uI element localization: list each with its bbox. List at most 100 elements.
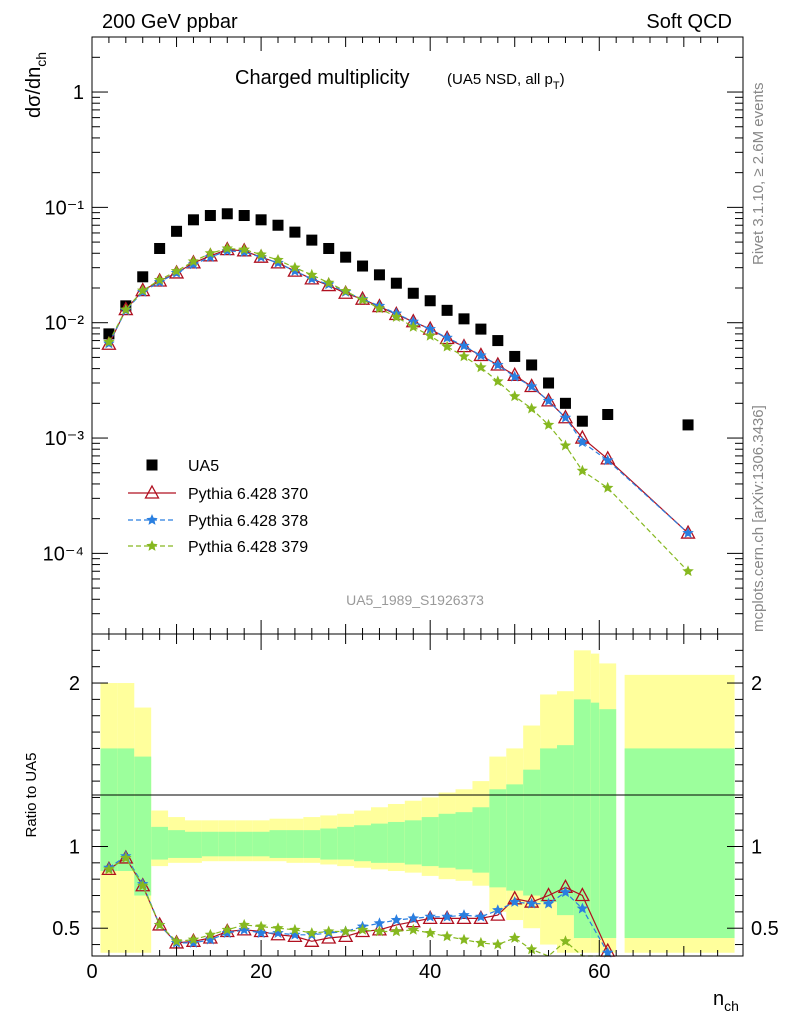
inner-band — [371, 823, 388, 863]
star-marker — [576, 464, 589, 476]
ratio-plot-axis: 0.5 0.51 12 20 20 40 60 — [52, 634, 779, 983]
x-tick-label: 60 — [588, 961, 610, 983]
star-marker — [238, 923, 250, 935]
main-plot-ylabel: dσ/dnch — [23, 52, 49, 118]
star-marker — [424, 927, 436, 938]
inner-band — [269, 830, 287, 858]
inner-band — [404, 820, 422, 865]
star-marker — [542, 418, 555, 430]
star-marker — [525, 943, 538, 955]
ua5-data-point — [526, 359, 538, 371]
star-marker — [559, 935, 572, 947]
inner-band — [218, 831, 236, 857]
star-marker — [255, 927, 267, 938]
ua5-data-point — [272, 219, 284, 231]
ua5-data-point — [357, 260, 369, 272]
star-marker — [306, 272, 318, 284]
star-marker — [559, 439, 572, 451]
ratio-plot-ylabel: Ratio to UA5 — [23, 752, 40, 837]
y-tick-label: 10⁻⁴ — [43, 543, 84, 565]
inner-band — [286, 830, 304, 858]
star-marker — [255, 920, 267, 932]
star-marker — [492, 904, 504, 916]
star-marker — [356, 293, 369, 305]
inner-band — [100, 748, 118, 872]
triangle-marker — [574, 887, 590, 902]
star-marker — [170, 265, 183, 276]
inner-band — [438, 813, 456, 868]
star-marker — [204, 251, 217, 262]
star-marker — [492, 359, 504, 370]
legend-label: UA5 — [188, 458, 219, 475]
inner-band — [201, 831, 219, 857]
inner-band — [472, 807, 490, 873]
star-marker — [339, 285, 352, 296]
star-marker — [153, 273, 166, 285]
star-marker — [509, 896, 521, 907]
triangle-marker — [287, 928, 303, 943]
star-marker — [682, 565, 694, 577]
x-tick-label: 20 — [250, 961, 272, 983]
star-marker — [492, 375, 504, 387]
ua5-data-point — [390, 277, 402, 289]
star-marker — [306, 927, 318, 938]
ua5-data-point — [458, 313, 470, 325]
star-marker — [475, 361, 487, 373]
inner-band — [599, 709, 617, 939]
legend: UA5 Pythia 6.428 370 Pythia 6.428 378 Pythi… — [128, 458, 308, 556]
inner-band — [134, 756, 152, 896]
inner-band — [303, 830, 321, 858]
inner-band — [320, 828, 338, 860]
y-tick-label: 10⁻³ — [45, 428, 85, 450]
ua5-data-point — [306, 234, 318, 246]
ua5-data-point — [103, 328, 115, 340]
star-marker — [602, 454, 614, 466]
star-marker — [475, 349, 487, 361]
inner-band — [489, 789, 507, 888]
star-marker — [137, 879, 149, 891]
ratio-uncertainty-bands — [100, 650, 735, 953]
header-left-label: 200 GeV ppbar — [102, 11, 238, 33]
star-marker — [373, 917, 386, 929]
star-marker — [390, 914, 403, 925]
star-marker — [120, 303, 132, 315]
ua5-data-point — [238, 210, 250, 222]
star-marker — [576, 902, 589, 914]
star-marker — [458, 933, 470, 945]
triangle-marker — [202, 247, 218, 262]
inner-band — [421, 817, 439, 867]
star-marker — [525, 897, 538, 909]
inner-band — [185, 831, 202, 858]
ua5-data-point — [576, 415, 588, 427]
x-tick-label: 40 — [419, 961, 441, 983]
star-marker — [272, 254, 284, 265]
ua5-data-point — [559, 397, 571, 409]
star-marker — [542, 897, 555, 909]
star-marker — [238, 918, 250, 930]
star-marker — [509, 390, 521, 402]
ratio-plot-panel: 0.5 0.51 12 20 20 40 60 Ratio to UA5 nch — [23, 633, 779, 1014]
star-marker — [356, 923, 369, 935]
star-marker — [289, 265, 301, 276]
star-marker — [238, 243, 250, 255]
inner-band — [337, 826, 355, 860]
star-marker — [103, 863, 115, 875]
star-marker — [458, 350, 470, 362]
ua5-data-point — [441, 304, 453, 316]
triangle-marker — [202, 929, 218, 944]
ratio-plot-xlabel: nch — [713, 988, 739, 1014]
star-marker — [120, 851, 132, 863]
ua5-data-point — [407, 287, 419, 299]
star-marker — [509, 370, 521, 382]
ua5-data-point — [492, 335, 504, 347]
star-marker — [458, 909, 470, 920]
star-marker — [272, 922, 284, 934]
star-marker — [424, 329, 436, 341]
inner-band — [573, 699, 591, 939]
y-tick-label: 1 — [73, 82, 84, 104]
triangle-marker — [524, 893, 540, 908]
star-marker — [289, 928, 301, 940]
star-marker — [323, 276, 335, 288]
star-marker — [255, 248, 267, 260]
